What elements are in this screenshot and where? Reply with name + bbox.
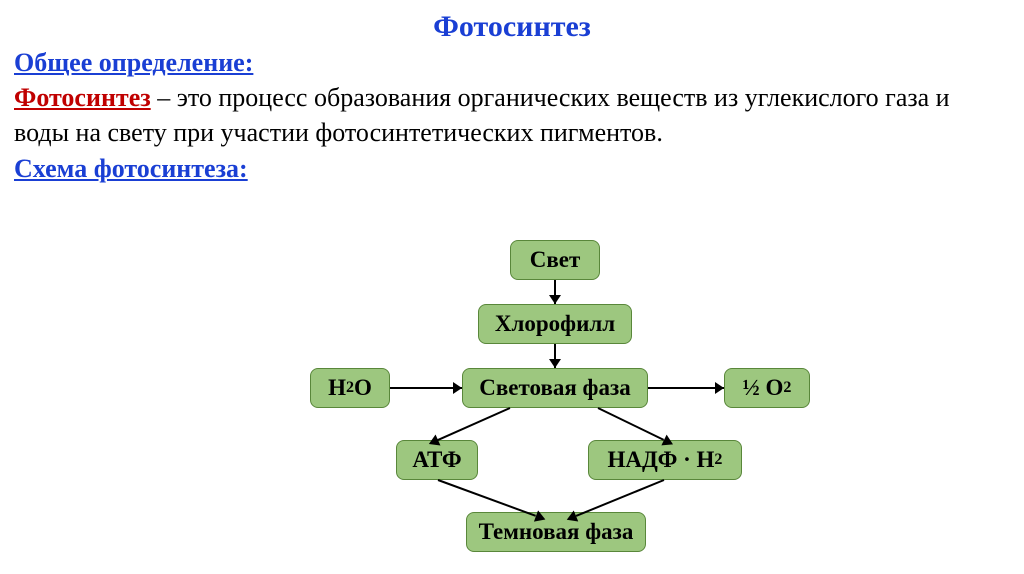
node-o2: ½ О2 — [724, 368, 810, 408]
photosynthesis-diagram: СветХлорофиллН2ОСветовая фаза½ О2АТФНАДФ… — [0, 232, 1024, 572]
section-heading-definition: Общее определение: — [0, 44, 1024, 80]
section-heading-scheme: Схема фотосинтеза: — [0, 150, 1024, 186]
definition-term: Фотосинтез — [14, 83, 151, 112]
arrow — [648, 387, 724, 389]
node-lightphase: Световая фаза — [462, 368, 648, 408]
page-title: Фотосинтез — [0, 0, 1024, 44]
definition-text: Фотосинтез – это процесс образования орг… — [0, 80, 1024, 150]
arrow-head — [715, 382, 724, 394]
node-chlorophyll: Хлорофилл — [478, 304, 632, 344]
definition-body: – это процесс образования органических в… — [14, 83, 950, 147]
arrow — [438, 407, 511, 441]
arrow-head — [429, 433, 447, 447]
arrow-head — [567, 509, 585, 523]
arrow-head — [549, 295, 561, 304]
arrow — [390, 387, 462, 389]
node-darkphase: Темновая фаза — [466, 512, 646, 552]
arrow-head — [655, 433, 673, 447]
arrow-head — [453, 382, 462, 394]
node-light: Свет — [510, 240, 600, 280]
node-h2o: Н2О — [310, 368, 390, 408]
arrow-head — [549, 359, 561, 368]
arrow-head — [527, 509, 545, 523]
